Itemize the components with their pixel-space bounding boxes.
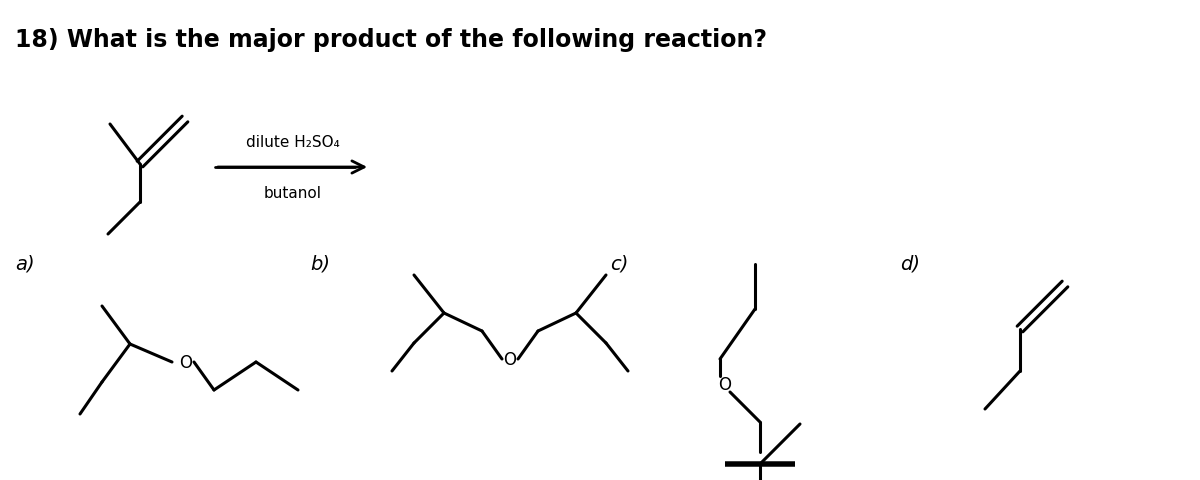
- Text: b): b): [310, 254, 330, 274]
- Text: O: O: [180, 353, 192, 371]
- Text: a): a): [14, 254, 35, 274]
- Text: dilute H₂SO₄: dilute H₂SO₄: [246, 135, 340, 150]
- Text: butanol: butanol: [264, 186, 322, 201]
- Text: O: O: [504, 350, 516, 368]
- Text: c): c): [610, 254, 629, 274]
- Text: 18) What is the major product of the following reaction?: 18) What is the major product of the fol…: [14, 28, 767, 52]
- Text: d): d): [900, 254, 920, 274]
- Text: O: O: [719, 375, 732, 393]
